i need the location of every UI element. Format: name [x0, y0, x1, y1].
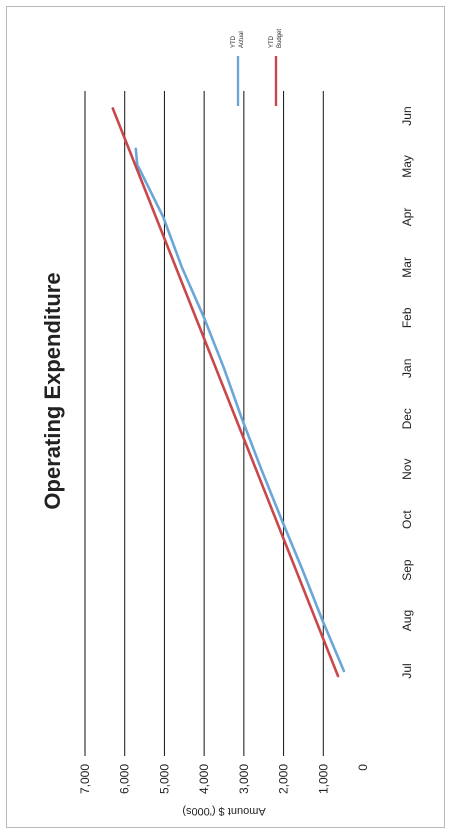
x-tick-labels: Jul Aug Sep Oct Nov Dec Jan Feb Mar Apr May Jun [400, 106, 414, 678]
legend-label: Budget [277, 29, 283, 48]
x-tick-label: Apr [400, 208, 414, 227]
x-tick-label: Jan [400, 359, 414, 378]
y-tick-label: 1,000 [316, 764, 330, 794]
x-tick-label: Jul [400, 663, 414, 678]
x-tick-label: May [400, 155, 414, 178]
gridlines [84, 91, 324, 756]
legend-label: YTD [269, 35, 275, 48]
series-line [134, 147, 346, 673]
x-tick-label: Sep [400, 559, 414, 581]
series-line [111, 107, 340, 678]
x-tick-label: Aug [400, 610, 414, 631]
chart-frame [6, 6, 445, 828]
chart-title: Operating Expenditure [40, 272, 65, 509]
legend-label: Actual [239, 31, 245, 48]
x-tick-label: Nov [400, 459, 414, 480]
y-tick-label: 0 [356, 764, 370, 771]
y-tick-labels: 0 1,000 2,000 3,000 4,000 5,000 6,000 7,000 [78, 764, 370, 794]
y-tick-label: 7,000 [78, 764, 92, 794]
y-tick-label: 4,000 [197, 764, 211, 794]
x-tick-label: Oct [400, 510, 414, 529]
legend: YTD Actual YTD Budget [231, 29, 283, 106]
y-tick-label: 2,000 [277, 764, 291, 794]
y-axis-label: Amount $ ('000s) [182, 805, 265, 817]
x-tick-label: Feb [400, 307, 414, 328]
series-lines [111, 107, 346, 678]
y-tick-label: 5,000 [157, 764, 171, 794]
legend-label: YTD [231, 35, 237, 48]
x-tick-label: Dec [400, 408, 414, 429]
x-tick-label: Mar [400, 257, 414, 278]
x-tick-label: Jun [400, 106, 414, 125]
y-tick-label: 6,000 [118, 764, 132, 794]
y-tick-label: 3,000 [237, 764, 251, 794]
